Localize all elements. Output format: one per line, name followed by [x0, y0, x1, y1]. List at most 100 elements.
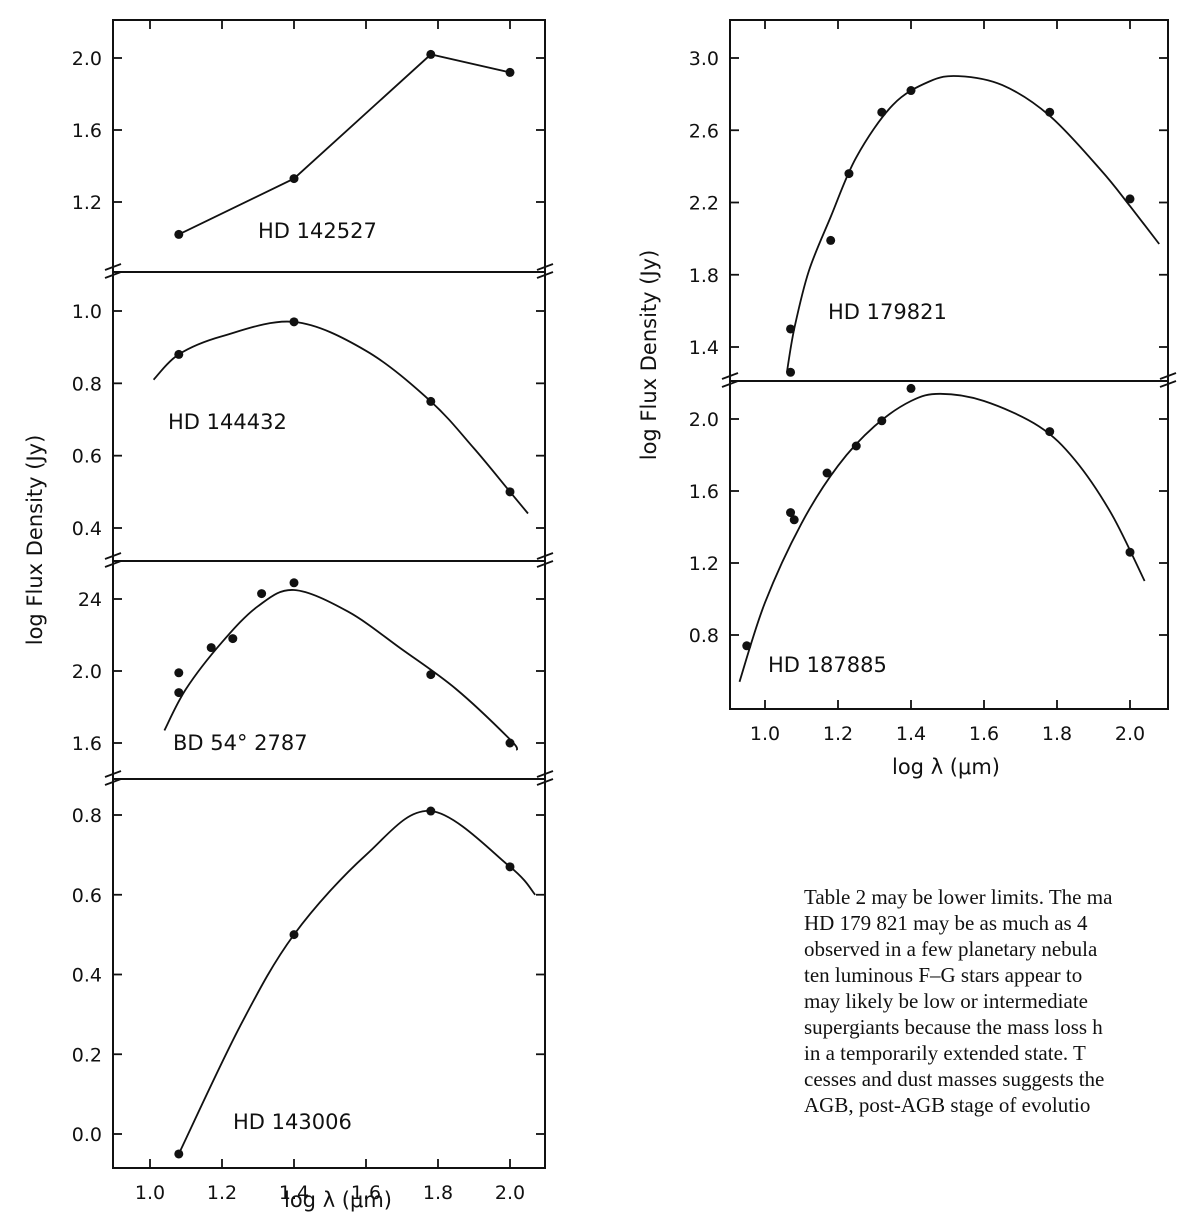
axis-break-mark: [536, 552, 554, 560]
data-point: [174, 668, 184, 678]
right-figure: 1.4 1.8 2.2 2.6 3.0 HD 179821 0.8 1.2 1.6 2.0 1.0 1…: [637, 19, 1177, 779]
data-point: [822, 468, 832, 478]
y-tick-label: 1.2: [689, 553, 719, 575]
y-tick-label: 2.2: [689, 193, 719, 215]
left-x-axis-label: log λ (μm): [284, 1188, 392, 1212]
data-point: [426, 806, 436, 816]
y-tick-label: 0.6: [72, 885, 102, 907]
axis-break-mark: [721, 372, 739, 380]
data-point: [289, 317, 299, 327]
data-point: [1125, 194, 1135, 204]
panel-4: 0.0 0.2 0.4 0.6 0.8 1.0 1.2 1.4 1.6 1.8 2.0 HD 1430…: [72, 770, 554, 1204]
axis-break-mark: [104, 552, 122, 560]
data-point: [877, 107, 887, 117]
data-point: [505, 487, 515, 497]
y-tick-label: 0.2: [72, 1044, 102, 1066]
y-tick-label: 1.4: [689, 337, 719, 359]
y-tick-label: 2.0: [72, 48, 102, 70]
y-tick-label: 2.6: [689, 120, 719, 142]
data-point: [906, 383, 916, 393]
series-line: [152, 320, 529, 515]
text-line: observed in a few planetary nebula: [804, 937, 1098, 961]
data-point: [174, 349, 184, 359]
text-line: ten luminous F–G stars appear to: [804, 963, 1083, 987]
left-frame: [112, 19, 546, 1169]
body-text: Table 2 may be lower limits. The ma HD 1…: [804, 884, 1200, 1118]
data-point: [174, 229, 184, 239]
x-tick-label: 1.6: [969, 723, 999, 745]
axis-break-mark: [536, 263, 554, 271]
data-point: [742, 641, 752, 651]
y-tick-label: 1.6: [72, 733, 102, 755]
series-label: BD 54° 2787: [173, 731, 308, 755]
text-line: in a temporarily extended state. T: [804, 1041, 1086, 1065]
data-point: [786, 324, 796, 334]
series-label: HD 142527: [258, 219, 377, 243]
axis-break-mark: [1159, 372, 1177, 380]
y-tick-label: 0.4: [72, 518, 102, 540]
left-figure: 1.2 1.6 2.0 HD 142527 0.4 0.6 0.8 1.0 HD 144432 1…: [23, 19, 554, 1212]
axis-break-mark: [536, 271, 554, 279]
data-point: [789, 515, 799, 525]
x-tick-label: 1.8: [423, 1182, 453, 1204]
y-tick-label: 2.0: [689, 409, 719, 431]
y-tick-label: 0.6: [72, 446, 102, 468]
x-tick-label: 1.0: [750, 723, 780, 745]
data-point: [505, 738, 515, 748]
data-point: [174, 1149, 184, 1159]
y-tick-label: 2.0: [72, 661, 102, 683]
text-line: HD 179 821 may be as much as 4: [804, 911, 1088, 935]
series-line: [178, 53, 511, 236]
y-tick-label: 0.8: [72, 805, 102, 827]
panel-3: 1.6 2.0 24 BD 54° 2787: [72, 552, 554, 755]
data-point: [426, 396, 436, 406]
series-label: HD 143006: [233, 1110, 352, 1134]
data-point: [826, 235, 836, 245]
axis-break-mark: [536, 560, 554, 568]
text-line: Table 2 may be lower limits. The ma: [804, 885, 1113, 909]
data-point: [505, 862, 515, 872]
series-line: [786, 75, 1160, 373]
axis-break-mark: [104, 560, 122, 568]
x-tick-label: 2.0: [1115, 723, 1145, 745]
axis-break-mark: [1159, 380, 1177, 388]
text-line: supergiants because the mass loss h: [804, 1015, 1103, 1039]
series-label: HD 144432: [168, 410, 287, 434]
series-line: [163, 589, 519, 751]
data-point: [1045, 107, 1055, 117]
data-point: [844, 169, 854, 179]
text-line: may likely be low or intermediate: [804, 989, 1088, 1013]
data-point: [426, 670, 436, 680]
data-point: [289, 578, 299, 588]
data-point: [906, 86, 916, 96]
right-frame: [729, 19, 1169, 710]
series-label: HD 187885: [768, 653, 887, 677]
y-tick-label: 1.0: [72, 301, 102, 323]
x-tick-label: 1.4: [896, 723, 926, 745]
panel-1: 1.2 1.6 2.0 HD 142527: [72, 20, 545, 243]
data-point: [786, 367, 796, 377]
y-tick-label: 1.8: [689, 265, 719, 287]
y-tick-label: 0.8: [689, 625, 719, 647]
data-point: [426, 49, 436, 59]
y-tick-label: 0.8: [72, 373, 102, 395]
data-point: [289, 930, 299, 940]
series-line: [738, 392, 1146, 683]
x-tick-label: 1.4: [279, 1182, 309, 1204]
data-point: [1125, 547, 1135, 557]
axis-break-mark: [104, 770, 122, 778]
panel-6: 0.8 1.2 1.6 2.0 1.0 1.2 1.4 1.6 1.8 2.0 HD 187885: [689, 372, 1177, 745]
x-tick-label: 1.8: [1042, 723, 1072, 745]
axis-break-mark: [536, 778, 554, 786]
panel-5: 1.4 1.8 2.2 2.6 3.0 HD 179821: [689, 20, 1168, 377]
text-line: AGB, post-AGB stage of evolutio: [804, 1093, 1091, 1117]
y-tick-label: 1.2: [72, 192, 102, 214]
right-y-axis-label: log Flux Density (Jy): [637, 250, 661, 461]
axis-break-mark: [104, 778, 122, 786]
axis-break-mark: [536, 770, 554, 778]
data-point: [228, 634, 238, 644]
data-point: [851, 441, 861, 451]
data-point: [206, 643, 216, 653]
series-line: [177, 810, 536, 1155]
